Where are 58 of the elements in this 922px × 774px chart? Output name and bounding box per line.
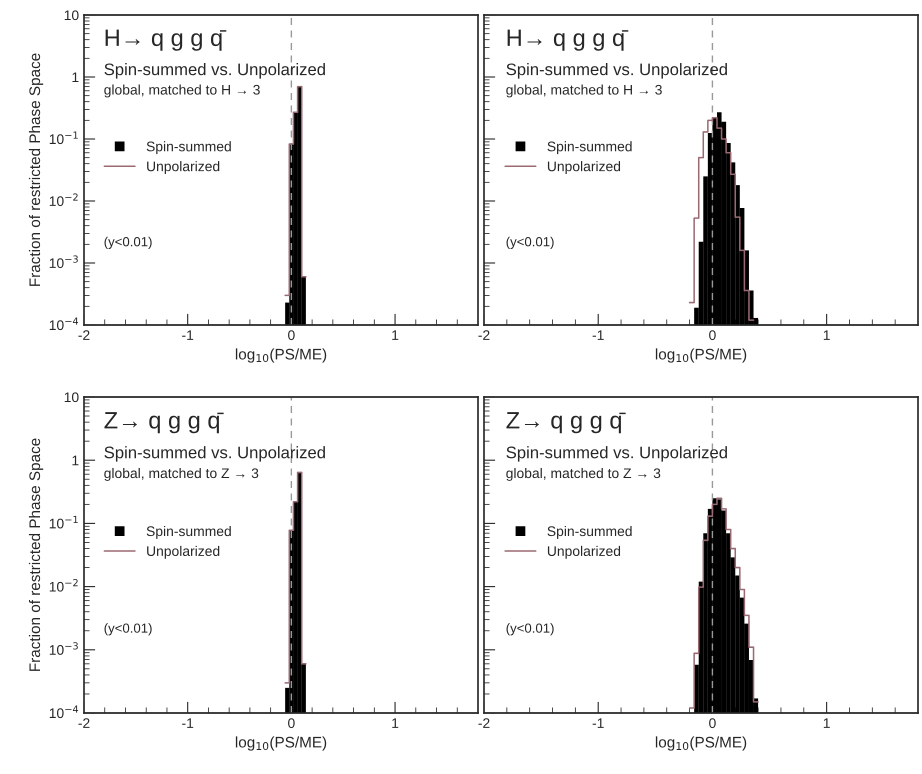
y-tick-label: 10$^{−2}$ [50,578,78,592]
y-tick-label: 10 [64,392,79,402]
x-tick-label: -2 [78,330,90,340]
y-tick-label: 10 [64,10,79,20]
annotation: global, matched to Z → 3 [506,468,660,481]
annotation: global, matched to Z → 3 [104,468,258,481]
y-tick-label: 10$^{−3}$ [50,255,78,268]
legend-label: Unpolarized [548,161,620,174]
x-axis-title: log$_{10}$(PS/ME) [236,736,326,751]
x-tick-label: 1 [824,330,830,340]
x-tick-label: -1 [592,718,604,728]
y-tick-label: 10$^{−4}$ [50,318,78,330]
x-tick-label: -1 [182,330,194,340]
y-tick-label: 10$^{−1}$ [50,132,78,144]
legend-label: Unpolarized [147,161,220,174]
y-tick-label: 10$^{−1}$ [50,516,78,528]
x-tick-label: -2 [478,330,490,340]
annotation: global, matched to H → 3 [506,84,662,98]
annotation: Spin-summed vs. Unpolarized [104,63,325,79]
x-tick-label: 0 [709,330,716,340]
x-tick-label: -2 [478,718,490,728]
legend-label: Unpolarized [548,546,620,559]
annotation: (y<0.01) [104,236,152,249]
x-tick-label: 0 [709,718,716,728]
y-axis-title: Fraction of restricted Phase Space [28,53,44,286]
annotation: (y<0.01) [104,623,152,636]
legend-label: Spin-summed [146,141,231,154]
annotation: global, matched to H → 3 [104,84,260,98]
annotation: (y<0.01) [506,623,554,636]
annotation: Spin-summed vs. Unpolarized [506,63,727,79]
y-tick-label: 1 [72,456,78,466]
legend-label: Spin-summed [547,141,632,154]
text: Z→ q g g q̄ [104,412,224,434]
y-tick-label: 10$^{−4}$ [50,706,78,718]
x-tick-label: -1 [182,718,194,728]
y-tick-label: 10$^{−3}$ [50,642,78,655]
y-axis-title: Fraction of restricted Phase Space [28,438,44,671]
x-axis-title: log$_{10}$(PS/ME) [656,736,746,751]
text: Z→ q g g q̄ [506,412,626,434]
text: H→ q g g q̄ [508,30,628,51]
legend-label: Spin-summed [547,526,632,539]
annotation: (y<0.01) [506,236,554,249]
x-tick-label: 1 [392,330,398,340]
x-tick-label: 1 [824,718,830,728]
text: H→ q g g q̄ [106,30,226,51]
y-tick-label: 10$^{−2}$ [50,193,78,206]
legend-label: Spin-summed [146,526,231,539]
x-axis-title: log$_{10}$(PS/ME) [236,348,326,363]
x-tick-label: -2 [78,718,90,728]
annotation: Spin-summed vs. Unpolarized [506,446,727,462]
x-axis-title: log$_{10}$(PS/ME) [656,348,746,363]
x-tick-label: 0 [288,330,295,340]
x-tick-label: 0 [288,718,295,728]
x-tick-label: -1 [592,330,604,340]
y-tick-label: 1 [72,72,78,82]
x-tick-label: 1 [392,718,398,728]
annotation: Spin-summed vs. Unpolarized [104,446,325,462]
legend-label: Unpolarized [147,546,220,559]
